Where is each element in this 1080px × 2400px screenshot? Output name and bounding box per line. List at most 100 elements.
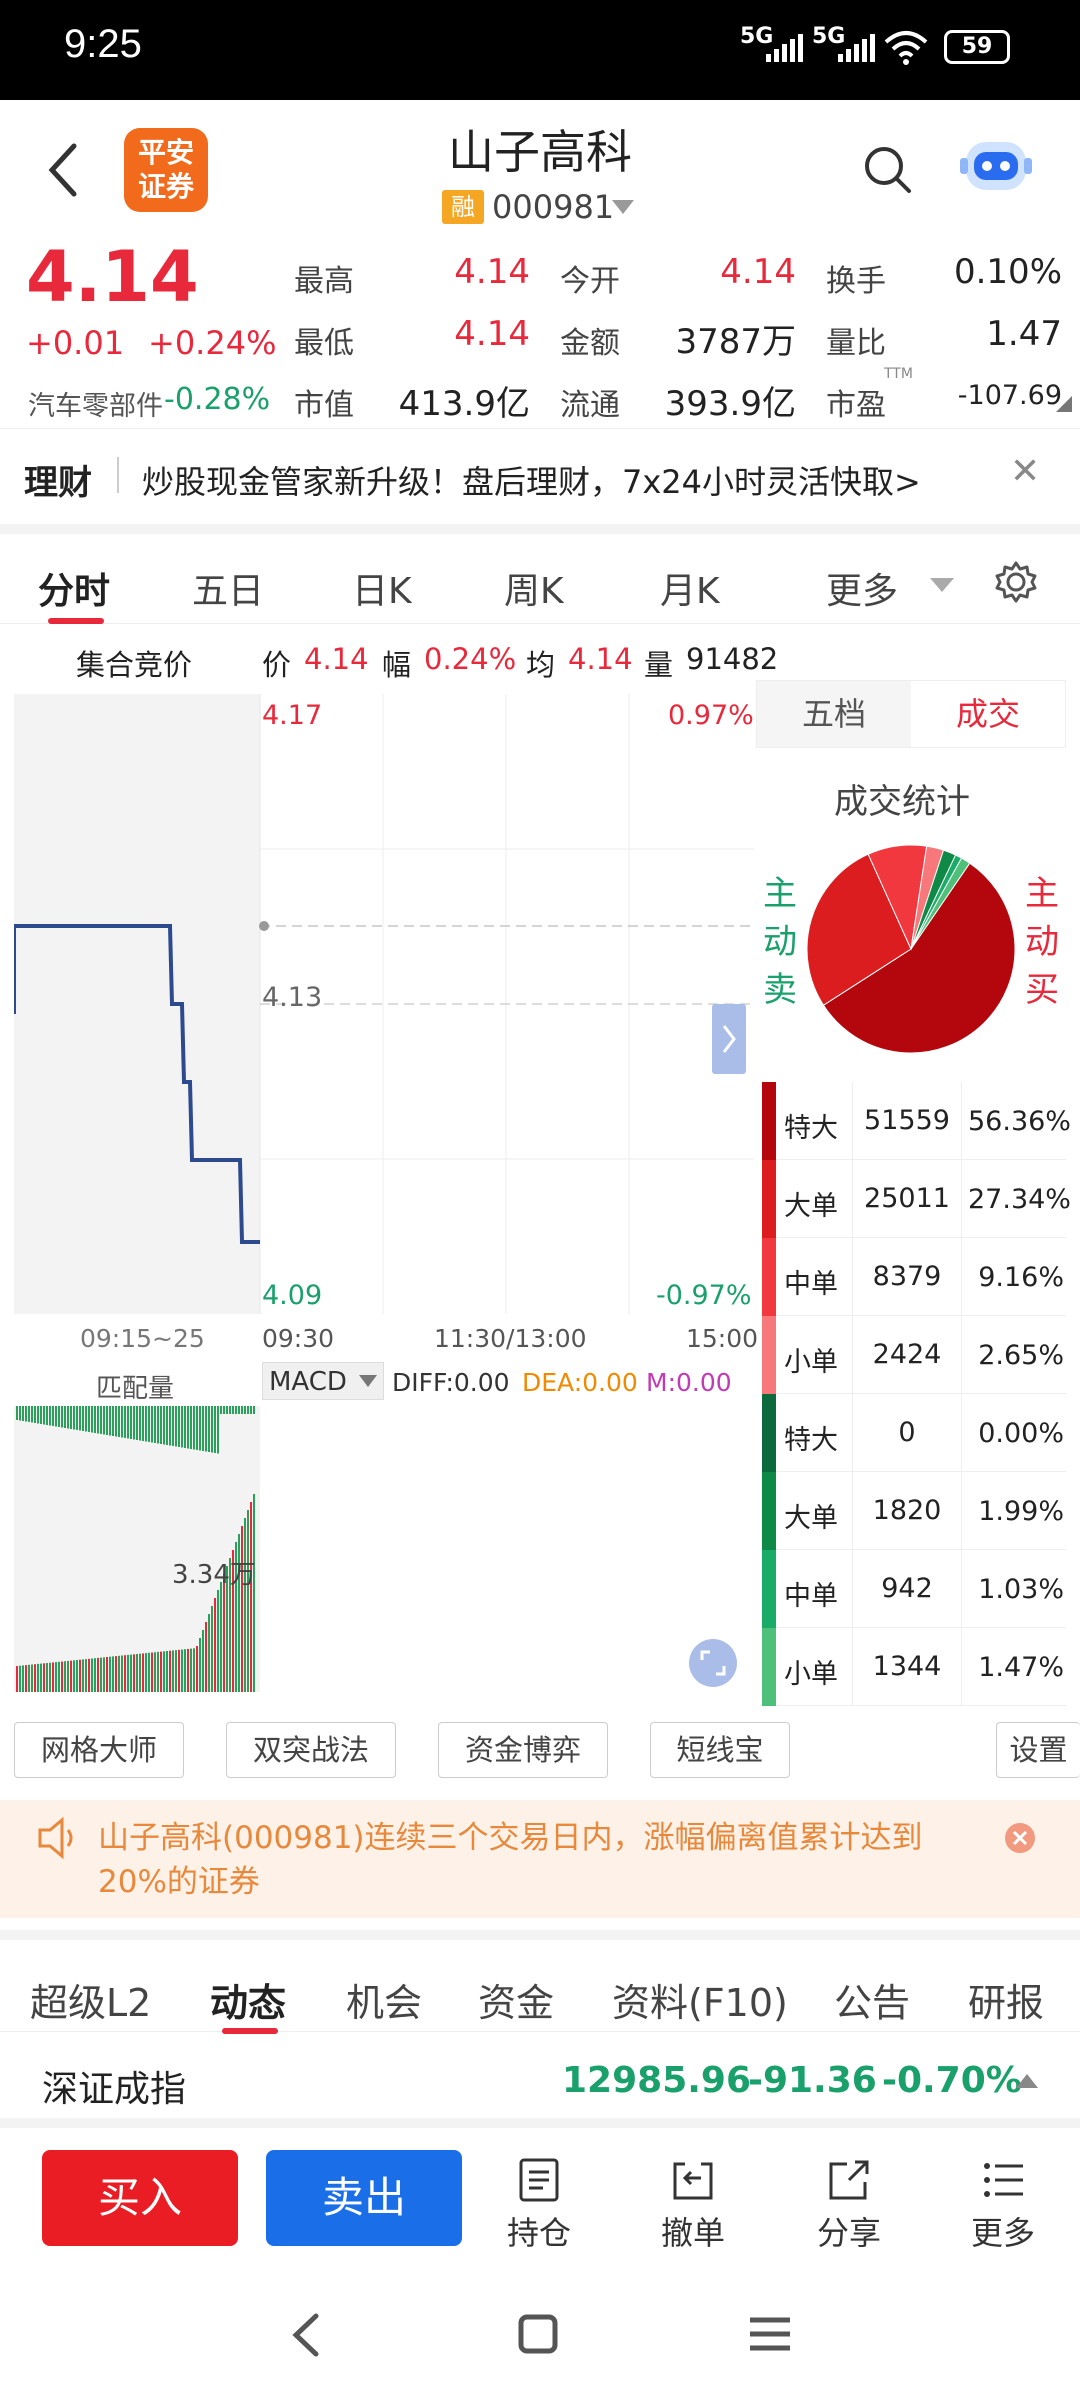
row-color-bar — [762, 1160, 776, 1238]
promo-divider — [117, 457, 119, 493]
volume-bar-top — [139, 1406, 141, 1441]
tools-settings-button[interactable]: 设置 — [996, 1722, 1080, 1778]
volume-bar-top — [247, 1406, 249, 1414]
capital-game-button[interactable]: 资金博弈 — [438, 1722, 608, 1778]
notice-close-icon[interactable] — [1004, 1822, 1036, 1854]
tab-order-book[interactable]: 五档 — [757, 681, 911, 747]
volume-bar-bottom — [211, 1606, 213, 1692]
assistant-robot-icon[interactable] — [958, 130, 1034, 200]
price-chart[interactable] — [14, 694, 754, 1334]
volume-bar-top — [208, 1406, 210, 1452]
more-dropdown-icon[interactable] — [930, 578, 954, 592]
promo-banner[interactable]: 理财 炒股现金管家新升级！盘后理财，7x24小时灵活快取> ✕ — [0, 428, 1080, 524]
volume-bar-bottom — [133, 1654, 135, 1692]
double-break-button[interactable]: 双突战法 — [226, 1722, 396, 1778]
cancel-order-button[interactable]: 撤单 — [638, 2138, 748, 2254]
index-ticker[interactable]: 深证成指 12985.96 -91.36 -0.70% — [0, 2032, 1080, 2128]
tab-intraday[interactable]: 分时 — [38, 571, 111, 612]
volume-bar-bottom — [88, 1658, 90, 1692]
industry-name[interactable]: 汽车零部件 — [28, 391, 163, 422]
tab-news-feed[interactable]: 动态 — [210, 1981, 287, 2025]
volume-bar-bottom — [193, 1648, 195, 1692]
volume-bar-top — [73, 1406, 75, 1430]
volume-bar-top — [43, 1406, 45, 1425]
tab-five-day[interactable]: 五日 — [192, 571, 265, 612]
low-label: 最低 — [294, 326, 354, 361]
status-bar: 9:25 5G 5G 59 — [0, 0, 1080, 100]
volume-bar-top — [178, 1406, 180, 1447]
nav-back-icon[interactable] — [290, 2312, 320, 2358]
battery-icon: 59 — [944, 30, 1010, 64]
info-avg-value: 4.14 — [568, 642, 633, 676]
buy-button[interactable]: 买入 — [42, 2150, 238, 2246]
row-pct: 0.00% — [978, 1418, 1064, 1449]
stock-code[interactable]: 000981 — [492, 188, 615, 226]
tab-weekly-k[interactable]: 周K — [504, 571, 564, 612]
volume-bar-top — [172, 1406, 174, 1446]
auction-region — [14, 694, 260, 1314]
row-pct: 27.34% — [968, 1184, 1071, 1215]
volume-bar-bottom — [154, 1652, 156, 1692]
amount-label: 金额 — [560, 326, 620, 361]
trade-stat-row: 大单 1820 1.99% — [762, 1472, 1066, 1550]
settings-gear-icon[interactable] — [994, 560, 1038, 604]
trade-stats-title: 成交统计 — [834, 782, 970, 822]
volume-bar-bottom — [85, 1659, 87, 1692]
code-dropdown-icon[interactable] — [612, 200, 634, 214]
volume-bar-bottom — [49, 1662, 51, 1692]
volume-bar-bottom — [34, 1664, 36, 1692]
tab-research[interactable]: 研报 — [968, 1981, 1045, 2025]
volume-bar-bottom — [232, 1550, 234, 1692]
share-icon — [829, 2160, 869, 2200]
short-line-button[interactable]: 短线宝 — [650, 1722, 790, 1778]
holdings-icon — [519, 2158, 559, 2202]
back-icon[interactable] — [44, 142, 80, 198]
volume-bar-bottom — [160, 1651, 162, 1692]
search-icon[interactable] — [862, 144, 912, 194]
volume-bar-bottom — [247, 1510, 249, 1692]
row-volume: 942 — [852, 1550, 962, 1628]
speaker-icon — [38, 1816, 73, 1860]
volume-bar-top — [124, 1406, 126, 1438]
last-price: 4.14 — [26, 236, 199, 318]
volume-bar-top — [121, 1406, 123, 1438]
tab-f10[interactable]: 资料(F10) — [612, 1981, 788, 2025]
risk-notice[interactable]: 山子高科(000981)连续三个交易日内，涨幅偏离值累计达到20%的证券 — [0, 1800, 1080, 1918]
fullscreen-icon[interactable] — [688, 1638, 738, 1688]
tab-more[interactable]: 更多 — [826, 571, 899, 612]
volume-bar-bottom — [199, 1638, 201, 1692]
volume-bar-top — [115, 1406, 117, 1437]
nav-home-icon[interactable] — [518, 2314, 558, 2354]
info-price-label: 价 — [262, 648, 292, 682]
volume-bar-bottom — [253, 1494, 255, 1692]
indicator-select[interactable]: MACD — [262, 1362, 384, 1400]
volume-bar-bottom — [58, 1661, 60, 1692]
x-axis-auction: 09:15~25 — [80, 1324, 205, 1353]
volume-bar-top — [211, 1406, 213, 1453]
grid-master-button[interactable]: 网格大师 — [14, 1722, 184, 1778]
tab-daily-k[interactable]: 日K — [352, 571, 412, 612]
volume-bar-bottom — [157, 1651, 159, 1692]
tab-trades[interactable]: 成交 — [955, 695, 1020, 733]
expand-up-icon[interactable] — [1016, 2074, 1038, 2088]
more-actions-button[interactable]: 更多 — [948, 2138, 1058, 2254]
volume-bar-top — [97, 1406, 99, 1434]
chart-period-tabs: 分时 五日 日K 周K 月K 更多 — [0, 524, 1080, 624]
volume-bar-top — [91, 1406, 93, 1433]
share-button[interactable]: 分享 — [794, 2138, 904, 2254]
volume-bar-top — [58, 1406, 60, 1427]
wifi-icon — [884, 31, 928, 65]
info-vol-label: 量 — [644, 648, 674, 682]
tab-announcements[interactable]: 公告 — [834, 1981, 911, 2025]
tab-capital[interactable]: 资金 — [478, 1981, 555, 2025]
holdings-button[interactable]: 持仓 — [484, 2138, 594, 2254]
sell-button[interactable]: 卖出 — [266, 2150, 462, 2246]
trade-actions: 买入 卖出 持仓 撤单 分享 更多 — [0, 2138, 1080, 2264]
tab-monthly-k[interactable]: 月K — [660, 571, 720, 612]
volume-bar-top — [157, 1406, 159, 1444]
promo-close-icon[interactable]: ✕ — [1010, 451, 1041, 492]
nav-menu-icon[interactable] — [748, 2316, 792, 2352]
volume-bar-bottom — [217, 1590, 219, 1692]
tab-super-l2[interactable]: 超级L2 — [30, 1981, 152, 2025]
tab-opportunity[interactable]: 机会 — [346, 1981, 423, 2025]
